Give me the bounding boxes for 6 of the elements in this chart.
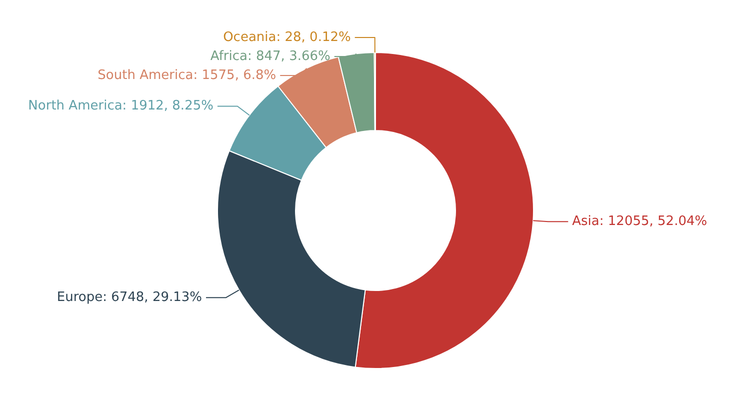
slice-label: Europe: 6748, 29.13%: [56, 290, 202, 306]
slice-label: Asia: 12055, 52.04%: [572, 214, 708, 230]
slice-label: South America: 1575, 6.8%: [98, 68, 276, 83]
slice-label: North America: 1912, 8.25%: [28, 98, 214, 114]
slice-label: Oceania: 28, 0.12%: [223, 30, 351, 45]
slice-label: Africa: 847, 3.66%: [210, 49, 330, 64]
